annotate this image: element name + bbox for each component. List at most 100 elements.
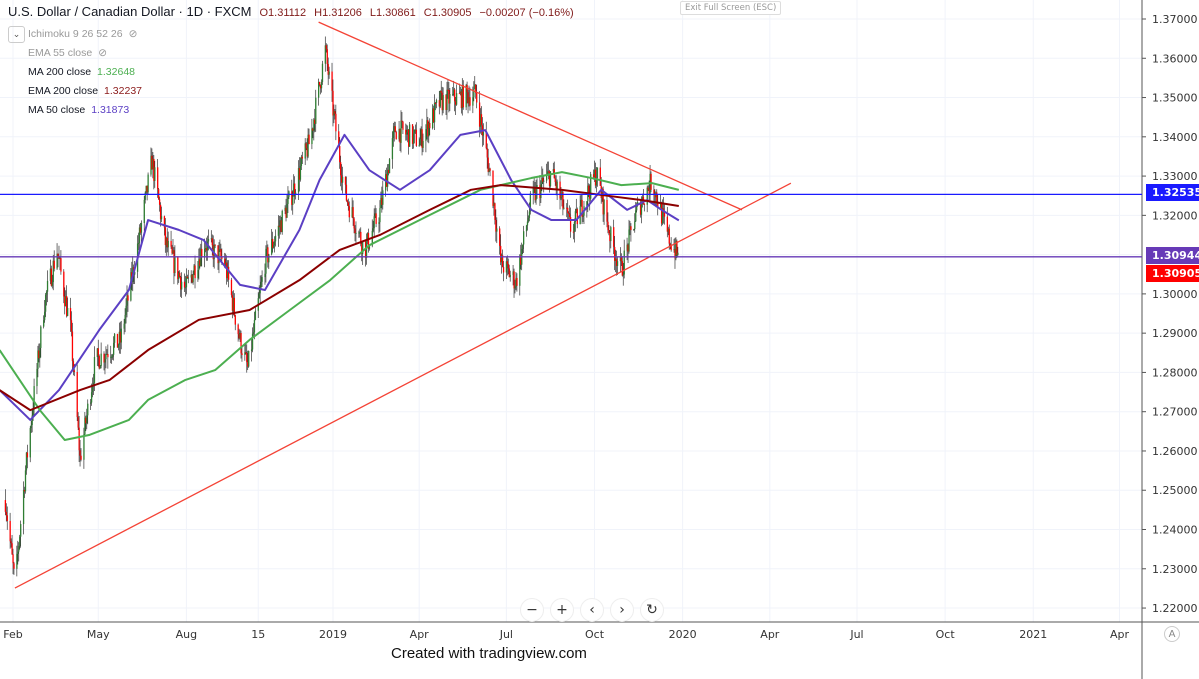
candle (159, 202, 162, 227)
candle-body (164, 227, 167, 246)
candle-body (391, 138, 394, 160)
candle-body (362, 241, 364, 254)
candle (220, 243, 222, 262)
candle (419, 128, 421, 146)
candle-body (87, 403, 89, 416)
candle-body (178, 272, 180, 280)
scroll-back-button[interactable]: ‹ (580, 598, 604, 622)
candle (489, 167, 491, 177)
indicator-ichimoku[interactable]: Ichimoku 9 26 52 26 ⊘ (8, 24, 574, 43)
candle (381, 186, 383, 213)
zoom-out-button[interactable]: − (520, 598, 544, 622)
candle (210, 230, 213, 243)
candle-body (99, 366, 101, 369)
indicator-ma200[interactable]: MA 200 close 1.32648 (8, 62, 574, 81)
candle-body (201, 248, 203, 258)
candle (507, 258, 509, 275)
candle-body (120, 328, 122, 343)
candle-body (378, 222, 380, 224)
candle (186, 274, 189, 279)
candle-body (386, 169, 389, 187)
candle (438, 91, 441, 115)
candle (164, 218, 167, 253)
candle-body (250, 349, 253, 351)
candle (609, 229, 611, 253)
candle (51, 274, 53, 289)
candle-body (379, 208, 381, 223)
candle-body (640, 204, 643, 215)
candle-body (540, 183, 542, 199)
candle-body (595, 177, 598, 186)
candle (509, 270, 511, 282)
candle-body (447, 89, 449, 91)
collapse-legend-button[interactable]: ⌄ (8, 26, 25, 43)
candle-body (667, 228, 669, 232)
candle (174, 245, 176, 277)
candle (66, 285, 68, 318)
candle-body (111, 356, 113, 358)
candle-body (527, 217, 530, 222)
auto-scale-button[interactable]: A (1164, 626, 1180, 642)
candle (90, 383, 93, 406)
exit-fullscreen-button[interactable]: Exit Full Screen (ESC) (680, 1, 782, 15)
candle (414, 124, 417, 134)
indicator-label: Ichimoku 9 26 52 26 (28, 27, 123, 40)
candle (633, 228, 635, 231)
candle (97, 339, 99, 367)
candle-body (507, 263, 509, 269)
indicator-ema55[interactable]: EMA 55 close ⊘ (8, 43, 574, 62)
scroll-forward-button[interactable]: › (610, 598, 634, 622)
candle (362, 241, 364, 265)
candle-body (661, 208, 664, 224)
candle (494, 202, 496, 225)
candle (204, 242, 207, 253)
candle-body (460, 91, 463, 109)
eye-hidden-icon[interactable]: ⊘ (128, 27, 138, 40)
candle-body (360, 231, 362, 244)
candle (167, 231, 169, 256)
indicator-ma50[interactable]: MA 50 close 1.31873 (8, 100, 574, 119)
candle (267, 244, 269, 268)
eye-hidden-icon[interactable]: ⊘ (98, 46, 108, 59)
candle (385, 169, 387, 197)
time-tick-label: 2019 (319, 628, 347, 641)
ohlc-open: O1.31112 (259, 7, 307, 19)
candle (621, 256, 623, 277)
candle-body (552, 169, 555, 172)
candle (409, 122, 411, 147)
candle-body (385, 174, 387, 191)
candle (16, 545, 18, 577)
candle-body (100, 353, 102, 367)
candle-body (325, 45, 327, 50)
candle (374, 205, 376, 219)
candle-body (452, 93, 454, 95)
candle-body (328, 71, 330, 75)
candle-body (166, 237, 168, 248)
candle (93, 346, 96, 391)
time-tick-label: Jul (849, 628, 863, 641)
candle-body (248, 350, 250, 367)
candle (98, 354, 100, 370)
zoom-in-button[interactable]: + (550, 598, 574, 622)
indicator-ema200[interactable]: EMA 200 close 1.32237 (8, 81, 574, 100)
candle (372, 220, 374, 233)
reset-chart-button[interactable]: ↻ (640, 598, 664, 622)
time-tick-label: May (87, 628, 110, 641)
candle (110, 345, 112, 364)
candle (422, 133, 424, 153)
candle (327, 57, 329, 86)
candle-body (351, 207, 353, 218)
candle-body (489, 168, 491, 171)
candle (277, 215, 280, 247)
candle (412, 126, 415, 149)
candle-body (29, 428, 31, 458)
candle-body (217, 245, 219, 264)
candle (120, 320, 122, 350)
candle (589, 184, 591, 211)
price-tick-label: 1.32000 (1152, 209, 1198, 222)
candle-body (154, 167, 156, 181)
candle-body (292, 196, 294, 205)
candle-body (297, 168, 300, 193)
candle (448, 82, 450, 113)
